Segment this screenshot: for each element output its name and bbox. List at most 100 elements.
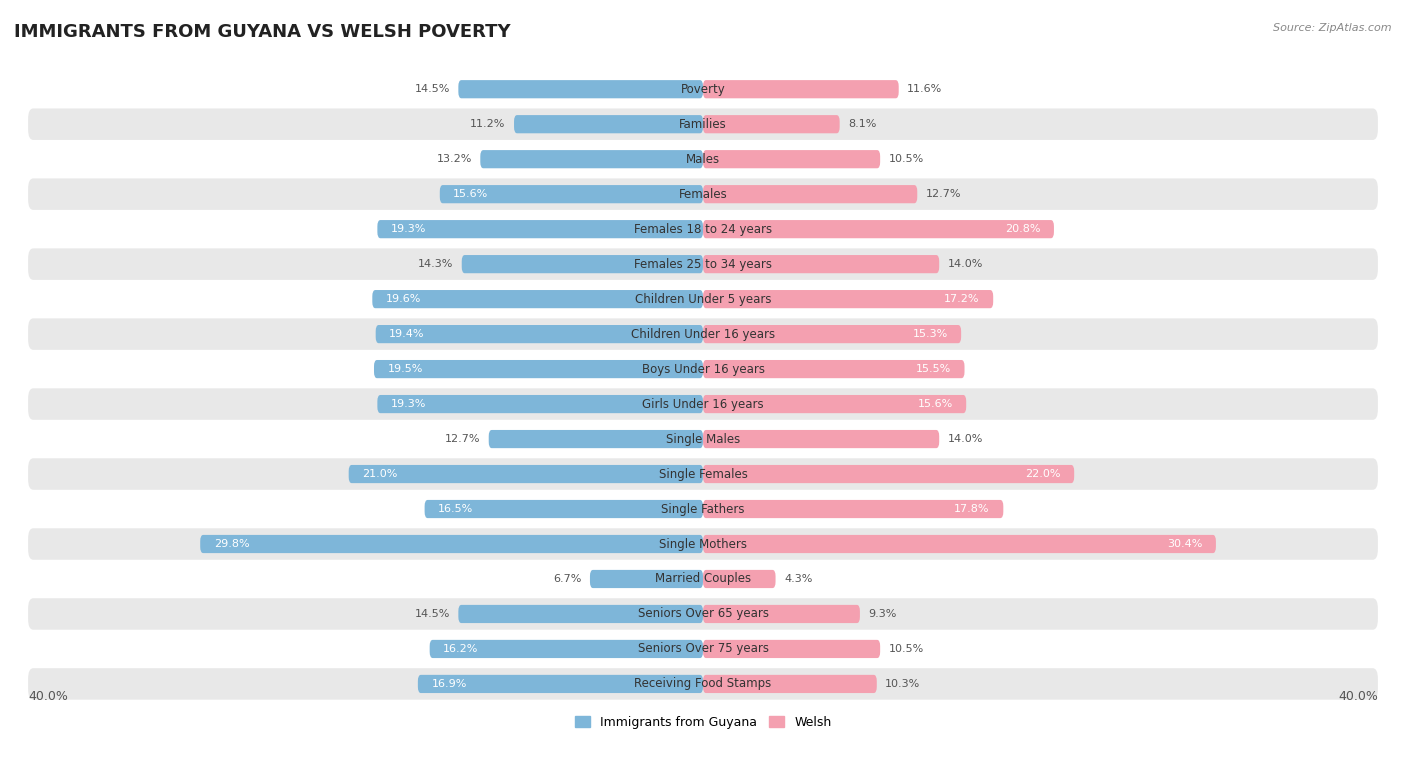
Text: 13.2%: 13.2% (436, 154, 472, 164)
Legend: Immigrants from Guyana, Welsh: Immigrants from Guyana, Welsh (569, 711, 837, 734)
Text: 4.3%: 4.3% (785, 574, 813, 584)
FancyBboxPatch shape (373, 290, 703, 309)
FancyBboxPatch shape (28, 388, 1378, 420)
FancyBboxPatch shape (458, 80, 703, 99)
FancyBboxPatch shape (28, 633, 1378, 665)
FancyBboxPatch shape (28, 318, 1378, 350)
FancyBboxPatch shape (703, 570, 776, 588)
Text: Poverty: Poverty (681, 83, 725, 96)
Text: 9.3%: 9.3% (869, 609, 897, 619)
FancyBboxPatch shape (28, 423, 1378, 455)
FancyBboxPatch shape (28, 528, 1378, 559)
FancyBboxPatch shape (481, 150, 703, 168)
FancyBboxPatch shape (28, 214, 1378, 245)
Text: Single Males: Single Males (666, 433, 740, 446)
Text: 16.5%: 16.5% (439, 504, 474, 514)
Text: 8.1%: 8.1% (848, 119, 876, 129)
FancyBboxPatch shape (489, 430, 703, 448)
FancyBboxPatch shape (28, 143, 1378, 175)
FancyBboxPatch shape (418, 675, 703, 693)
FancyBboxPatch shape (28, 74, 1378, 105)
Text: Seniors Over 75 years: Seniors Over 75 years (637, 643, 769, 656)
FancyBboxPatch shape (703, 535, 1216, 553)
FancyBboxPatch shape (703, 465, 1074, 483)
Text: Boys Under 16 years: Boys Under 16 years (641, 362, 765, 375)
Text: 19.3%: 19.3% (391, 224, 426, 234)
FancyBboxPatch shape (703, 640, 880, 658)
FancyBboxPatch shape (703, 500, 1004, 518)
Text: 11.6%: 11.6% (907, 84, 942, 94)
FancyBboxPatch shape (591, 570, 703, 588)
Text: 40.0%: 40.0% (28, 691, 67, 703)
FancyBboxPatch shape (28, 563, 1378, 595)
Text: 17.2%: 17.2% (945, 294, 980, 304)
Text: 14.5%: 14.5% (415, 84, 450, 94)
FancyBboxPatch shape (425, 500, 703, 518)
FancyBboxPatch shape (28, 178, 1378, 210)
FancyBboxPatch shape (28, 669, 1378, 700)
Text: 11.2%: 11.2% (470, 119, 506, 129)
FancyBboxPatch shape (28, 108, 1378, 140)
Text: Children Under 16 years: Children Under 16 years (631, 327, 775, 340)
Text: Single Fathers: Single Fathers (661, 503, 745, 515)
Text: IMMIGRANTS FROM GUYANA VS WELSH POVERTY: IMMIGRANTS FROM GUYANA VS WELSH POVERTY (14, 23, 510, 41)
Text: 15.6%: 15.6% (453, 190, 488, 199)
Text: 16.9%: 16.9% (432, 679, 467, 689)
Text: 14.3%: 14.3% (418, 259, 453, 269)
Text: 14.5%: 14.5% (415, 609, 450, 619)
Text: Females: Females (679, 188, 727, 201)
FancyBboxPatch shape (703, 185, 917, 203)
Text: 19.5%: 19.5% (388, 364, 423, 374)
Text: Married Couples: Married Couples (655, 572, 751, 585)
FancyBboxPatch shape (703, 675, 877, 693)
Text: Single Mothers: Single Mothers (659, 537, 747, 550)
FancyBboxPatch shape (28, 459, 1378, 490)
Text: 19.4%: 19.4% (389, 329, 425, 339)
FancyBboxPatch shape (703, 395, 966, 413)
FancyBboxPatch shape (703, 150, 880, 168)
Text: 22.0%: 22.0% (1025, 469, 1060, 479)
FancyBboxPatch shape (440, 185, 703, 203)
FancyBboxPatch shape (375, 325, 703, 343)
FancyBboxPatch shape (28, 353, 1378, 385)
FancyBboxPatch shape (703, 115, 839, 133)
FancyBboxPatch shape (703, 220, 1054, 238)
Text: Seniors Over 65 years: Seniors Over 65 years (637, 607, 769, 621)
FancyBboxPatch shape (703, 360, 965, 378)
FancyBboxPatch shape (703, 80, 898, 99)
Text: 20.8%: 20.8% (1005, 224, 1040, 234)
Text: Males: Males (686, 152, 720, 166)
FancyBboxPatch shape (349, 465, 703, 483)
FancyBboxPatch shape (28, 493, 1378, 525)
Text: Girls Under 16 years: Girls Under 16 years (643, 398, 763, 411)
FancyBboxPatch shape (377, 220, 703, 238)
FancyBboxPatch shape (461, 255, 703, 273)
Text: 16.2%: 16.2% (443, 644, 478, 654)
FancyBboxPatch shape (458, 605, 703, 623)
Text: 12.7%: 12.7% (444, 434, 481, 444)
FancyBboxPatch shape (374, 360, 703, 378)
Text: 40.0%: 40.0% (1339, 691, 1378, 703)
FancyBboxPatch shape (703, 255, 939, 273)
Text: 15.5%: 15.5% (915, 364, 950, 374)
FancyBboxPatch shape (28, 249, 1378, 280)
FancyBboxPatch shape (377, 395, 703, 413)
Text: 29.8%: 29.8% (214, 539, 249, 549)
Text: Source: ZipAtlas.com: Source: ZipAtlas.com (1274, 23, 1392, 33)
Text: 17.8%: 17.8% (955, 504, 990, 514)
Text: 15.6%: 15.6% (918, 399, 953, 409)
FancyBboxPatch shape (515, 115, 703, 133)
Text: 21.0%: 21.0% (363, 469, 398, 479)
FancyBboxPatch shape (703, 430, 939, 448)
FancyBboxPatch shape (430, 640, 703, 658)
Text: 6.7%: 6.7% (553, 574, 582, 584)
Text: Children Under 5 years: Children Under 5 years (634, 293, 772, 305)
Text: 10.5%: 10.5% (889, 644, 924, 654)
Text: 14.0%: 14.0% (948, 259, 983, 269)
FancyBboxPatch shape (703, 325, 962, 343)
Text: 15.3%: 15.3% (912, 329, 948, 339)
FancyBboxPatch shape (703, 605, 860, 623)
Text: 12.7%: 12.7% (925, 190, 962, 199)
FancyBboxPatch shape (28, 283, 1378, 315)
Text: Females 25 to 34 years: Females 25 to 34 years (634, 258, 772, 271)
